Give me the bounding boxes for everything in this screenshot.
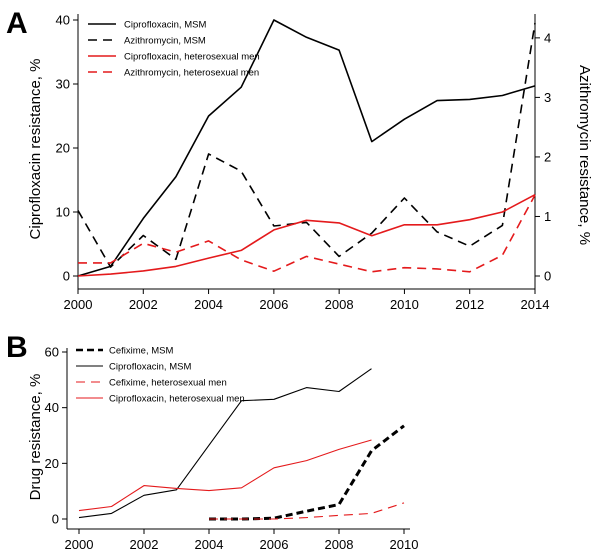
panel-b-label: B xyxy=(6,331,28,364)
panel-b-y-tick-label: 60 xyxy=(45,345,59,360)
panel-b-series-line-2 xyxy=(78,368,372,519)
panel-a-y-tick-label: 30 xyxy=(56,77,70,92)
panel-a-legend-label: Ciprofloxacin, heterosexual men xyxy=(124,52,260,63)
panel-a-y2-tick-label: 3 xyxy=(544,90,551,105)
panel-a-x-tick-label: 2000 xyxy=(64,297,93,312)
panel-a-axes: 0 10 20 30 40 0 1 2 3 4 2000 2002 2004 2006 2008 2010 20… xyxy=(56,13,552,313)
panel-b-series-line-4 xyxy=(78,439,372,512)
panel-a-y2-tick-label: 4 xyxy=(544,30,551,45)
panel-a-series-line-1 xyxy=(77,19,536,277)
panel-b-x-tick-label: 2000 xyxy=(65,537,94,551)
panel-a-x-tick-label: 2004 xyxy=(194,297,223,312)
panel-a-y2-tick-label: 2 xyxy=(544,149,551,164)
panel-a-series-line-2 xyxy=(77,22,536,268)
panel-a-label: A xyxy=(6,7,28,40)
panel-a-series xyxy=(77,19,536,277)
panel-b-axes: 0 20 40 60 2000 2002 2004 2006 2008 2010 xyxy=(45,345,419,551)
panel-a-x-tick-label: 2014 xyxy=(521,297,550,312)
panel-b: B 0 20 40 60 2000 2002 2004 2006 2008 2010 Cefixi… xyxy=(6,331,418,551)
panel-a-legend-label: Azithromycin, MSM xyxy=(124,36,206,47)
panel-a-series-line-3 xyxy=(77,193,536,277)
panel-a-y2-tick-label: 0 xyxy=(544,269,551,284)
panel-b-x-tick-label: 2004 xyxy=(195,537,224,551)
panel-a-legend: Ciprofloxacin, MSM Azithromycin, MSM Cipro… xyxy=(88,20,260,79)
panel-b-y-tick-label: 40 xyxy=(45,400,59,415)
panel-a-legend-label: Azithromycin, heterosexual men xyxy=(124,68,259,79)
panel-b-x-tick-label: 2008 xyxy=(325,537,354,551)
panel-a-x-tick-label: 2008 xyxy=(325,297,354,312)
panel-a: A 0 10 20 30 40 0 1 2 3 4 2000 2002 2004 2006 2008 2010… xyxy=(6,7,593,312)
panel-a-y-axis-label: Ciprofloxacin resistance, % xyxy=(27,59,44,240)
panel-a-x-tick-label: 2010 xyxy=(390,297,419,312)
panel-b-x-tick-label: 2006 xyxy=(260,537,289,551)
panel-a-y-tick-label: 10 xyxy=(56,205,70,220)
panel-b-legend: Cefixime, MSM Ciprofloxacin, MSM Cefixime,… xyxy=(76,346,245,405)
panel-b-series-line-3 xyxy=(209,502,405,520)
panel-b-legend-label: Cefixime, MSM xyxy=(109,346,173,357)
panel-b-legend-label: Ciprofloxacin, heterosexual men xyxy=(109,394,245,405)
panel-b-y-tick-label: 0 xyxy=(52,512,59,527)
panel-b-y-axis-label: Drug resistance, % xyxy=(27,374,44,501)
panel-b-legend-label: Ciprofloxacin, MSM xyxy=(109,362,191,373)
panel-a-legend-label: Ciprofloxacin, MSM xyxy=(124,20,206,31)
panel-a-y-tick-label: 0 xyxy=(63,269,70,284)
panel-a-y-tick-label: 40 xyxy=(56,13,70,28)
panel-b-y-tick-label: 20 xyxy=(45,456,59,471)
panel-a-y2-axis-label: Azithromycin resistance, % xyxy=(576,65,593,245)
panel-a-y2-tick-label: 1 xyxy=(544,209,551,224)
panel-a-series-line-4 xyxy=(78,194,536,273)
panel-a-y-tick-label: 20 xyxy=(56,141,70,156)
panel-b-series xyxy=(78,368,405,521)
panel-a-x-tick-label: 2006 xyxy=(259,297,288,312)
panel-a-x-tick-label: 2012 xyxy=(455,297,484,312)
panel-b-series-line-1 xyxy=(209,424,405,521)
panel-b-x-tick-label: 2010 xyxy=(390,537,419,551)
panel-b-x-tick-label: 2002 xyxy=(130,537,159,551)
panel-b-legend-label: Cefixime, heterosexual men xyxy=(109,378,227,389)
panel-a-x-tick-label: 2002 xyxy=(129,297,158,312)
